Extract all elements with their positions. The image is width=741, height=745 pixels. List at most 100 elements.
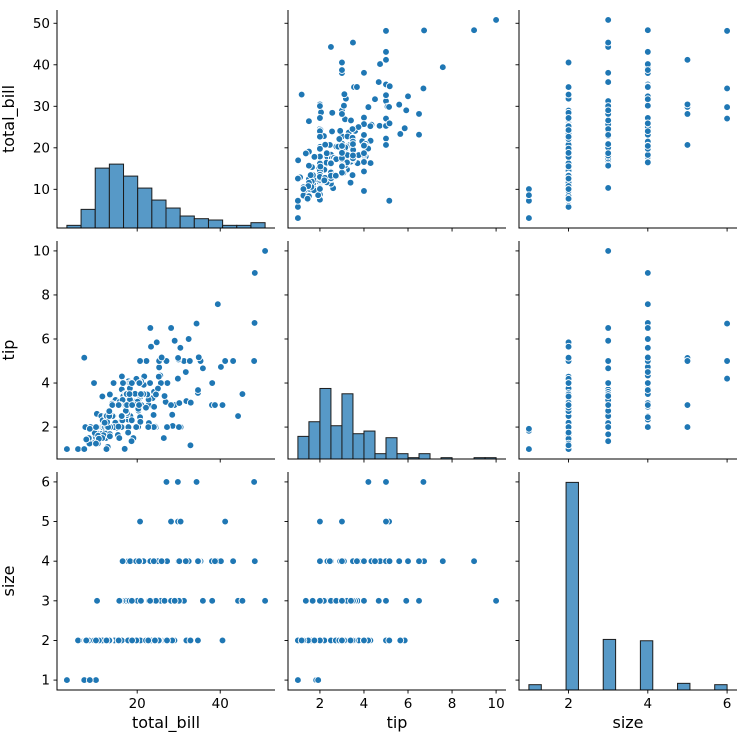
- data-point: [176, 343, 185, 352]
- data-point: [385, 636, 394, 645]
- data-point: [316, 596, 324, 605]
- data-point: [338, 110, 346, 118]
- data-point: [643, 26, 652, 35]
- data-point: [371, 95, 379, 104]
- data-point: [525, 214, 533, 222]
- data-point: [643, 269, 652, 277]
- data-point: [144, 423, 153, 431]
- data-point: [92, 636, 100, 645]
- y-tick-label: 10: [33, 243, 50, 259]
- data-point: [106, 390, 114, 399]
- data-point: [415, 596, 423, 605]
- data-point: [186, 398, 195, 407]
- data-point: [316, 517, 324, 526]
- x-tick-label: 4: [644, 696, 653, 712]
- data-point: [316, 162, 325, 171]
- data-point: [376, 60, 384, 68]
- data-point: [250, 478, 258, 486]
- y-tick-label: 3: [41, 593, 50, 609]
- data-point: [82, 636, 91, 645]
- data-point: [402, 596, 411, 605]
- data-point: [643, 368, 652, 376]
- data-point: [360, 158, 368, 166]
- data-point: [199, 596, 207, 605]
- data-point: [564, 58, 573, 67]
- data-point: [470, 26, 478, 35]
- scatter-panel-tip-vs-total_bill: 2 4 6 8 10: [33, 241, 275, 463]
- data-point: [114, 401, 123, 409]
- x-tick-label: 8: [448, 696, 457, 712]
- data-point: [400, 124, 409, 133]
- data-point: [564, 149, 573, 157]
- data-point: [250, 557, 259, 566]
- data-point: [85, 676, 94, 684]
- data-point: [564, 441, 573, 450]
- data-point: [294, 214, 302, 222]
- data-point: [683, 401, 692, 409]
- data-point: [135, 401, 143, 409]
- data-point: [221, 517, 230, 526]
- hist-bar: [385, 437, 398, 460]
- data-point: [167, 324, 175, 332]
- y-tick-label: 8: [41, 287, 50, 303]
- scatter-panel-total_bill-vs-size: [515, 10, 737, 232]
- data-point: [310, 153, 319, 161]
- data-point: [604, 357, 613, 365]
- data-point: [683, 141, 692, 149]
- hist-panel-total_bill: 10 20 30 40 50: [33, 10, 275, 232]
- data-point: [360, 636, 368, 645]
- data-point: [144, 636, 153, 645]
- data-point: [199, 364, 207, 373]
- data-point: [366, 122, 375, 131]
- data-point: [419, 84, 428, 93]
- data-point: [643, 48, 652, 56]
- data-point: [194, 557, 202, 566]
- data-point: [382, 517, 390, 526]
- data-point: [136, 357, 144, 365]
- data-point: [146, 379, 154, 387]
- data-point: [360, 167, 368, 176]
- data-point: [261, 596, 269, 605]
- hist-bar: [352, 433, 365, 460]
- data-point: [604, 106, 613, 115]
- data-point: [294, 676, 302, 684]
- data-point: [360, 68, 368, 77]
- data-point: [564, 401, 573, 409]
- data-point: [604, 68, 613, 77]
- data-point: [208, 379, 217, 387]
- data-point: [338, 162, 346, 171]
- data-point: [643, 324, 652, 332]
- data-point: [338, 557, 346, 566]
- axes-spines: [518, 472, 737, 691]
- data-point: [402, 106, 411, 115]
- data-point: [415, 130, 423, 139]
- hist-bar: [341, 393, 354, 460]
- data-point: [146, 596, 154, 605]
- data-point: [604, 392, 613, 400]
- data-point: [320, 176, 329, 185]
- data-point: [438, 63, 447, 72]
- data-point: [643, 413, 652, 422]
- data-point: [211, 401, 219, 409]
- data-point: [382, 596, 390, 605]
- hist-bar: [565, 481, 579, 691]
- data-point: [238, 390, 247, 398]
- data-point: [322, 149, 331, 158]
- data-point: [604, 38, 613, 47]
- data-point: [346, 178, 355, 187]
- data-point: [338, 517, 346, 526]
- x-tick-label: 20: [129, 696, 146, 712]
- data-point: [564, 342, 573, 351]
- data-point: [723, 114, 731, 123]
- data-point: [396, 636, 405, 645]
- data-point: [374, 78, 383, 86]
- data-point: [229, 557, 237, 566]
- data-point: [137, 596, 145, 605]
- data-point: [306, 171, 315, 179]
- data-point: [102, 636, 111, 645]
- data-point: [604, 140, 613, 148]
- data-point: [340, 90, 349, 99]
- data-point: [643, 300, 652, 309]
